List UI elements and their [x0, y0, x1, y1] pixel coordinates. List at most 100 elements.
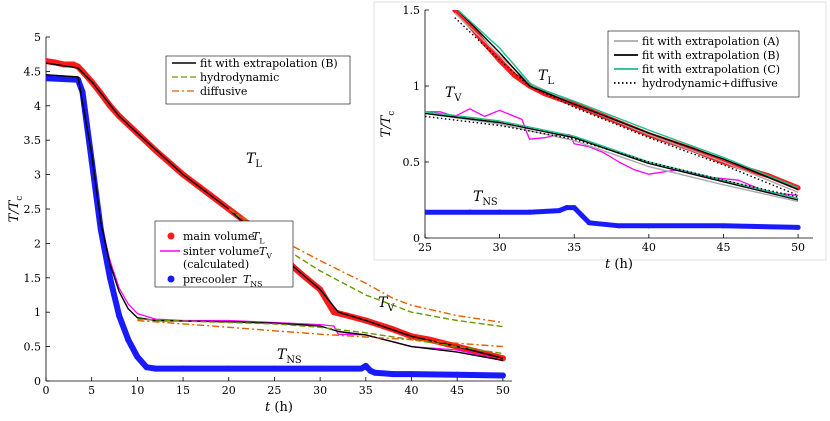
- series-precooler-point: [564, 205, 570, 211]
- series-precooler-point: [390, 371, 397, 378]
- series-precooler-point: [579, 212, 585, 218]
- inset-curve-label-tl: TL: [538, 68, 554, 87]
- series-precooler-point: [358, 365, 365, 372]
- series-diffusive-sinter-: [137, 319, 503, 348]
- x-tick-label: 5: [88, 384, 95, 397]
- series-precooler-point: [143, 364, 150, 371]
- inset-legend-label-2: fit with extrapolation (C): [642, 63, 780, 76]
- y-axis-label: T/Tc: [379, 111, 397, 138]
- series-fit-with-extrapolation-c-: [457, 10, 799, 189]
- series-precooler-point: [317, 365, 324, 372]
- series-precooler-point: [454, 371, 461, 378]
- legend-bottom-label-main-volume: main volume: [183, 230, 254, 243]
- series-precooler-point: [362, 362, 369, 369]
- inset-curve-label-tns-base: T: [473, 189, 484, 205]
- series-precooler-point: [720, 223, 726, 229]
- legend-bottom-sym-precooler-sub: NS: [250, 279, 262, 288]
- y-tick-label: 0: [34, 375, 41, 388]
- legend-bottom-box: [154, 220, 294, 288]
- x-tick-label: 0: [43, 384, 50, 397]
- series-hydrodynamic-sinter-: [137, 318, 504, 355]
- y-tick-label: 0: [413, 232, 420, 245]
- legend-bottom-sym-sinter-volume-base: T: [259, 245, 268, 258]
- curve-label-tl: TL: [246, 151, 262, 170]
- inset-legend-label-3: hydrodynamic+diffusive: [642, 77, 778, 90]
- series-precooler-point: [106, 274, 113, 281]
- y-axis-label-sub: c: [15, 196, 25, 201]
- x-tick-label: 45: [716, 241, 730, 254]
- legend-bottom-sym-main-volume-sub: L: [259, 236, 264, 245]
- y-axis-label-base: T/T: [379, 114, 394, 137]
- legend-bottom-sym-precooler-base: T: [243, 273, 252, 286]
- legend-bottom-sym-main-volume: TL: [252, 230, 264, 245]
- curve-label-tv-base: T: [378, 295, 389, 311]
- legend-bottom-sym-main-volume-base: T: [252, 230, 261, 243]
- series-precooler-point: [116, 312, 123, 319]
- x-tick-label: 35: [567, 241, 581, 254]
- y-tick-label: 3.5: [24, 134, 42, 147]
- y-tick-label: 2: [34, 237, 41, 250]
- series-fit-a-sinter: [425, 112, 799, 203]
- series-precooler-point: [425, 209, 428, 215]
- legend-bottom-sym-sinter-volume: TV: [259, 245, 272, 260]
- y-tick-label: 0.5: [24, 341, 42, 354]
- series-precooler-point: [271, 365, 278, 372]
- y-tick-label: 1: [413, 80, 420, 93]
- series-precooler-point: [646, 223, 652, 229]
- y-tick-label: 1.5: [403, 4, 421, 17]
- y-tick-label: 5: [34, 31, 41, 44]
- x-tick-label: 45: [450, 384, 464, 397]
- chart-main: 0 5 10 15 20 25 30 35 40 45 5000.511.522.533.544.5…: [7, 31, 512, 415]
- x-tick-label: 20: [222, 384, 236, 397]
- inset-curve-label-tv: TV: [445, 85, 462, 104]
- series-precooler-point: [497, 209, 503, 215]
- inset-legend-label-1: fit with extrapolation (B): [642, 49, 780, 62]
- series-main-volume-point: [79, 68, 86, 75]
- legend-top-label-2: diffusive: [200, 85, 247, 98]
- inset-legend-box: [607, 30, 800, 98]
- curve-label-tns-base: T: [277, 347, 288, 363]
- inset-curve-label-tv-base: T: [445, 85, 456, 101]
- inset-curve-label-tns-sub: NS: [482, 197, 497, 208]
- legend-bottom-label2-sinter-volume: (calculated): [183, 258, 249, 271]
- x-tick-label: 35: [359, 384, 373, 397]
- legend-bottom-sym-sinter-volume-sub: V: [265, 251, 272, 260]
- curve-label-tl-base: T: [246, 151, 257, 167]
- y-axis-label-base: T/T: [7, 199, 22, 222]
- series-precooler-point: [408, 371, 415, 378]
- series-precooler-point: [367, 367, 374, 374]
- x-tick-label: 50: [496, 384, 510, 397]
- series-precooler-point: [616, 223, 622, 229]
- series-precooler-point: [134, 353, 141, 360]
- series-precooler-point: [467, 209, 473, 215]
- x-axis-label: t (h): [265, 400, 293, 415]
- legend-bottom-marker-precooler: [167, 275, 175, 283]
- y-tick-label: 4: [34, 100, 41, 113]
- legend-bottom-label-sinter-volume: sinter volume: [183, 245, 259, 258]
- series-precooler-point: [46, 75, 49, 82]
- series-fit-with-extrapolation-b-: [456, 10, 799, 191]
- inset-curve-label-tl-sub: L: [547, 76, 554, 87]
- series-main-volume-point: [70, 61, 77, 68]
- series-precooler-point: [371, 369, 378, 376]
- x-tick-label: 25: [418, 241, 432, 254]
- x-tick-label: 25: [267, 384, 281, 397]
- y-tick-label: 0.5: [403, 156, 421, 169]
- series-precooler-point: [571, 205, 577, 211]
- series-group: [425, 10, 801, 230]
- x-tick-label: 40: [404, 384, 418, 397]
- legend-top-label-1: hydrodynamic: [200, 71, 279, 84]
- x-axis-label-unit: (h): [274, 400, 293, 415]
- series-fit-c-sinter: [425, 111, 799, 200]
- legend-bottom-marker-main-volume: [167, 232, 175, 240]
- curve-label-tv-sub: V: [386, 303, 395, 314]
- y-tick-label: 4.5: [24, 65, 42, 78]
- y-tick-label: 3: [34, 169, 41, 182]
- inset-legend-label-0: fit with extrapolation (A): [642, 35, 780, 48]
- curve-label-tns-sub: NS: [286, 355, 301, 366]
- series-precooler-point: [795, 224, 801, 230]
- series-precooler-point: [499, 372, 506, 379]
